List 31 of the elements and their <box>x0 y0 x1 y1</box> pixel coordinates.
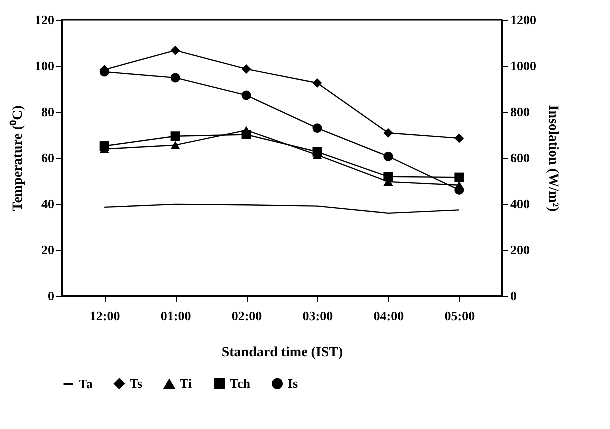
point <box>242 130 252 140</box>
y-tick-label: 60 <box>42 150 54 166</box>
y2-tick-label: 400 <box>510 196 530 212</box>
x-axis-title: Standard time (IST) <box>222 346 344 360</box>
line-series <box>104 204 460 214</box>
x-tick-label: 02:00 <box>232 308 262 324</box>
y-tick-label: 100 <box>35 58 54 74</box>
y-axis-title: Temperature (⁰C) <box>9 105 26 212</box>
x-tick-label: 05:00 <box>444 308 476 324</box>
y2-tick-label: 800 <box>510 104 530 120</box>
y2-tick-label: 600 <box>510 150 530 166</box>
x-tick-label: 12:00 <box>90 308 120 324</box>
x-tick-label: 03:00 <box>302 308 334 324</box>
legend-label: Ta <box>79 376 94 392</box>
y-tick-label: 20 <box>42 242 54 258</box>
x-tick-label: 04:00 <box>374 308 404 324</box>
y-tick-label: 40 <box>42 196 54 212</box>
y2-axis-title: Insolation (W/m²) <box>546 105 560 212</box>
y-tick-label: 0 <box>48 288 54 304</box>
x-tick-label: 01:00 <box>160 308 192 324</box>
y2-tick-label: 200 <box>510 242 530 258</box>
legend-label: Ti <box>180 376 192 392</box>
legend-label: Tch <box>230 376 252 391</box>
legend-label: Ts <box>130 376 143 391</box>
legend-label: Is <box>288 376 298 391</box>
y2-tick-label: 0 <box>510 288 517 304</box>
y2-tick-label: 1200 <box>510 12 536 28</box>
y-tick-label: 80 <box>42 104 54 120</box>
point <box>100 142 110 152</box>
y-tick-label: 120 <box>35 12 54 28</box>
y2-tick-label: 1000 <box>510 58 536 74</box>
